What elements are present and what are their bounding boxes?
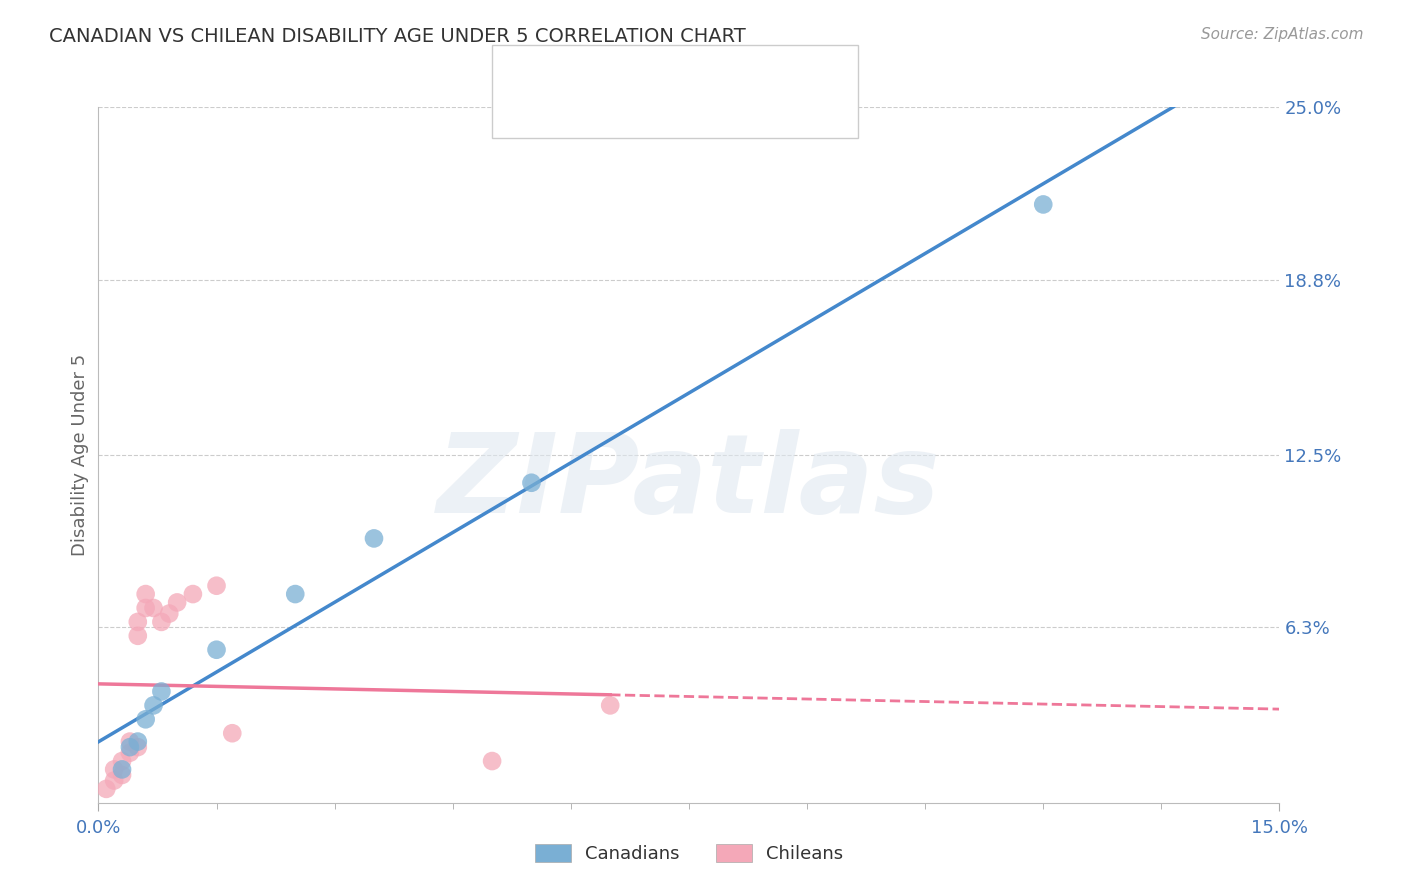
- Point: [363, 532, 385, 546]
- Text: Source: ZipAtlas.com: Source: ZipAtlas.com: [1201, 27, 1364, 42]
- Text: 0.125: 0.125: [607, 95, 664, 113]
- Point: [284, 587, 307, 601]
- Point: [135, 712, 157, 726]
- Point: [127, 629, 149, 643]
- Text: 11: 11: [713, 57, 738, 75]
- Point: [118, 746, 141, 760]
- Point: [205, 642, 228, 657]
- Text: R =: R =: [562, 95, 602, 113]
- Point: [111, 754, 134, 768]
- Point: [150, 684, 173, 698]
- Point: [157, 607, 180, 621]
- Point: [150, 615, 173, 629]
- Point: [111, 763, 134, 777]
- Point: [111, 768, 134, 782]
- Point: [481, 754, 503, 768]
- Y-axis label: Disability Age Under 5: Disability Age Under 5: [70, 354, 89, 556]
- Point: [520, 475, 543, 490]
- Text: N =: N =: [668, 57, 707, 75]
- Point: [118, 740, 141, 755]
- Point: [166, 595, 188, 609]
- Text: 0.896: 0.896: [607, 57, 665, 75]
- Point: [127, 740, 149, 755]
- Point: [127, 734, 149, 748]
- Point: [135, 587, 157, 601]
- Point: [142, 601, 165, 615]
- Point: [135, 601, 157, 615]
- Point: [96, 781, 118, 796]
- Text: ZIPatlas: ZIPatlas: [437, 429, 941, 536]
- Point: [142, 698, 165, 713]
- Text: CANADIAN VS CHILEAN DISABILITY AGE UNDER 5 CORRELATION CHART: CANADIAN VS CHILEAN DISABILITY AGE UNDER…: [49, 27, 747, 45]
- Point: [599, 698, 621, 713]
- Point: [103, 773, 125, 788]
- Point: [118, 734, 141, 748]
- Point: [181, 587, 204, 601]
- Legend: Canadians, Chileans: Canadians, Chileans: [527, 837, 851, 871]
- Point: [205, 579, 228, 593]
- Text: R =: R =: [562, 57, 602, 75]
- Text: N =: N =: [668, 95, 707, 113]
- Point: [1032, 197, 1054, 211]
- Text: 21: 21: [713, 95, 738, 113]
- Point: [103, 763, 125, 777]
- Point: [127, 615, 149, 629]
- Point: [221, 726, 243, 740]
